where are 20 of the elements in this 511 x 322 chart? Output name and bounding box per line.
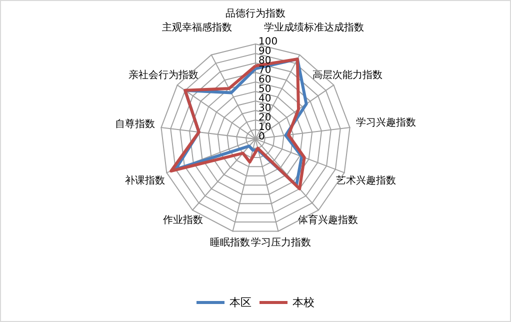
y-tick-label: 30 [258,103,272,114]
spoke-label: 睡眠指数 [210,236,250,249]
spoke-label: 补课指数 [125,174,166,186]
y-tick-label: 10 [258,122,272,133]
legend-label: 本区 [230,296,252,309]
spoke-label: 自尊指数 [115,118,156,130]
y-tick-label: 70 [258,65,272,76]
y-tick-label: 60 [258,74,272,86]
y-tick-label: 100 [258,36,278,48]
spoke-label: 品德行为指数 [226,8,286,20]
y-tick-label: 90 [258,46,272,57]
y-tick-label: 20 [258,112,272,124]
spoke-label: 作业指数 [162,214,204,226]
spoke-label: 学习兴趣指数 [356,116,416,129]
y-tick-label: 50 [258,84,272,95]
spoke-label: 学业成绩标准达成指数 [264,22,364,34]
y-tick-label: 40 [258,94,272,104]
spoke-label: 学习压力指数 [251,236,312,249]
legend-label: 本校 [292,296,314,309]
spoke-label: 主观幸福感指数 [162,22,232,34]
